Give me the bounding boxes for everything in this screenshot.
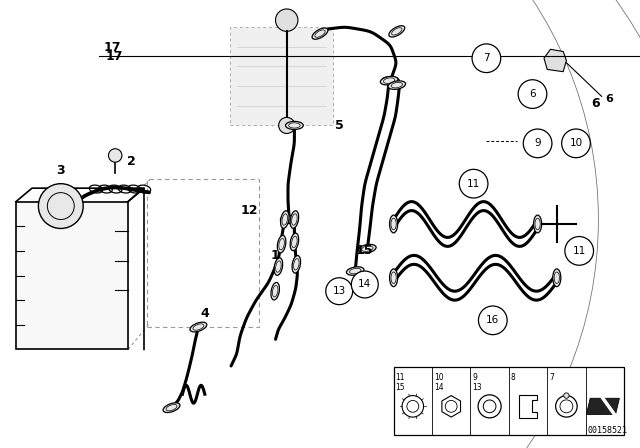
- Ellipse shape: [285, 121, 303, 129]
- Text: 13: 13: [333, 286, 346, 296]
- Circle shape: [564, 393, 569, 398]
- Text: 9
13: 9 13: [472, 373, 482, 392]
- Text: 6: 6: [529, 89, 536, 99]
- Circle shape: [326, 278, 353, 305]
- Ellipse shape: [381, 77, 399, 85]
- Circle shape: [275, 9, 298, 31]
- Ellipse shape: [277, 235, 286, 253]
- Circle shape: [518, 80, 547, 108]
- Ellipse shape: [271, 282, 280, 300]
- Text: 15: 15: [356, 244, 374, 258]
- Text: 10: 10: [570, 138, 582, 148]
- Ellipse shape: [280, 211, 289, 228]
- Text: 00158521: 00158521: [588, 426, 627, 435]
- Text: 4: 4: [200, 307, 209, 320]
- Ellipse shape: [390, 269, 397, 287]
- Text: 12: 12: [241, 204, 259, 217]
- Polygon shape: [586, 398, 620, 414]
- Bar: [394, 367, 624, 435]
- Text: 6: 6: [591, 96, 600, 110]
- Text: 11: 11: [467, 179, 480, 189]
- Text: 2: 2: [127, 155, 136, 168]
- Circle shape: [351, 271, 378, 298]
- Text: 17: 17: [103, 40, 121, 54]
- Text: 8: 8: [511, 373, 515, 382]
- Text: 7: 7: [549, 373, 554, 382]
- Circle shape: [108, 149, 122, 162]
- Ellipse shape: [534, 215, 541, 233]
- Text: 9: 9: [534, 138, 541, 148]
- Text: 11: 11: [573, 246, 586, 256]
- Text: 16: 16: [486, 315, 499, 325]
- Circle shape: [460, 169, 488, 198]
- Circle shape: [472, 44, 500, 73]
- Text: 6: 6: [605, 94, 612, 103]
- Ellipse shape: [274, 258, 283, 276]
- Polygon shape: [544, 49, 566, 72]
- Text: 11
15: 11 15: [396, 373, 405, 392]
- Text: 3: 3: [56, 164, 65, 177]
- Ellipse shape: [312, 28, 328, 39]
- Ellipse shape: [290, 233, 299, 251]
- Circle shape: [278, 117, 295, 134]
- Ellipse shape: [380, 76, 398, 85]
- Ellipse shape: [163, 403, 180, 413]
- Ellipse shape: [390, 215, 397, 233]
- Bar: [230, 27, 333, 125]
- Ellipse shape: [190, 322, 207, 332]
- Circle shape: [38, 184, 83, 228]
- Ellipse shape: [290, 211, 299, 228]
- Ellipse shape: [346, 267, 364, 276]
- Ellipse shape: [553, 269, 561, 287]
- Ellipse shape: [358, 244, 376, 253]
- Text: 5: 5: [335, 119, 344, 132]
- Text: 14: 14: [358, 280, 371, 289]
- Bar: [16, 202, 128, 349]
- Circle shape: [524, 129, 552, 158]
- Ellipse shape: [292, 255, 301, 273]
- Text: 1: 1: [271, 249, 280, 262]
- Circle shape: [479, 306, 507, 335]
- Text: 10
14: 10 14: [434, 373, 444, 392]
- Text: 7: 7: [483, 53, 490, 63]
- Text: 17: 17: [106, 49, 123, 63]
- Ellipse shape: [280, 215, 298, 224]
- Circle shape: [565, 237, 593, 265]
- Circle shape: [562, 129, 590, 158]
- Ellipse shape: [388, 81, 406, 90]
- Ellipse shape: [389, 26, 404, 37]
- Bar: [147, 179, 259, 327]
